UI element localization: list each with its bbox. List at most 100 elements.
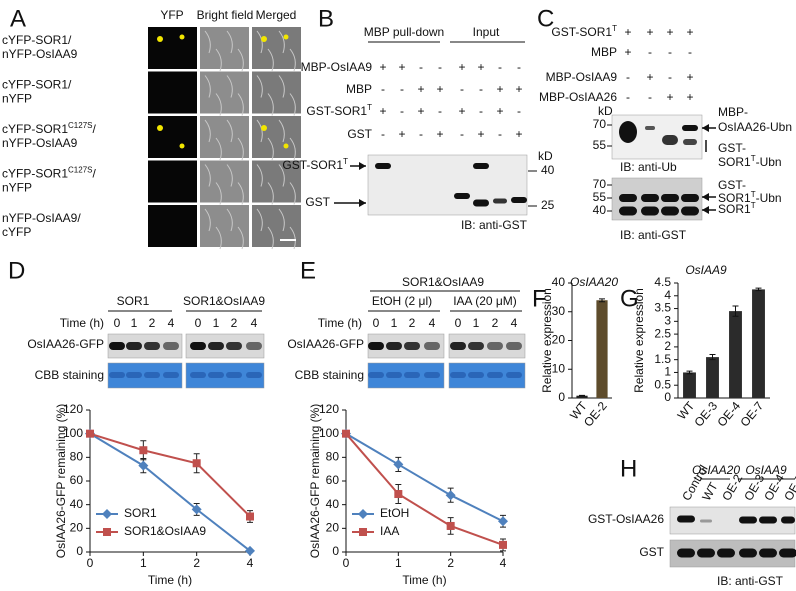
row-label: cYFP-SOR1/ (2, 78, 72, 92)
sign: + (417, 104, 424, 118)
blot-band (619, 121, 637, 143)
panel-label: B (318, 5, 334, 32)
blot-band (424, 372, 440, 378)
sign: + (624, 45, 631, 59)
row-label: cYFP (2, 225, 31, 239)
group-header: OsIAA9 (745, 463, 787, 477)
blot-band (641, 206, 659, 216)
blot-label: GST-OsIAA26 (588, 512, 664, 526)
y-tick-label: 60 (326, 473, 340, 487)
y-tick-label: 120 (63, 402, 83, 416)
sign: - (626, 70, 630, 84)
blot-band (779, 548, 796, 558)
blot-band (473, 199, 489, 207)
x-axis-label: Time (h) (402, 573, 446, 587)
marker-label: 70 (593, 177, 607, 191)
cell-outline (204, 30, 211, 54)
bar (683, 372, 696, 398)
y-tick-label: 3 (664, 314, 671, 328)
blot-band (759, 516, 777, 524)
y-axis-label: OsIAA26-GFP remaining (%) (54, 404, 68, 559)
micrograph (148, 116, 197, 158)
blot-band (700, 519, 712, 523)
sign: - (626, 90, 630, 104)
y-tick-label: 30 (552, 304, 566, 318)
sign: + (398, 60, 405, 74)
cell-outline (267, 48, 274, 72)
row-label-part: cYFP-SOR1/ (2, 78, 72, 92)
y-tick-label: 0 (558, 390, 565, 404)
sign: + (398, 127, 405, 141)
micrograph (252, 160, 301, 203)
blot-band (368, 342, 384, 350)
time-tick: 0 (114, 316, 121, 330)
blot-label: CBB staining (295, 368, 364, 382)
y-tick-label: 0 (664, 390, 671, 404)
blot-band (368, 372, 384, 378)
sign: + (379, 104, 386, 118)
micrograph (148, 205, 197, 247)
cell-outline (215, 226, 222, 250)
data-point (499, 540, 507, 549)
y-tick-label: 1.5 (654, 352, 671, 366)
y-tick-label: 40 (552, 275, 566, 289)
blot-band (375, 163, 391, 169)
band-label: SOR1T-Ubn (718, 154, 782, 170)
blot-band (208, 372, 224, 378)
row-label: cYFP-SOR1/ (2, 33, 72, 47)
band-label-part: GST-SOR1 (282, 158, 343, 172)
blot-band (144, 342, 160, 350)
y-tick-label: 40 (70, 497, 84, 511)
blot (367, 154, 528, 216)
row-label-part: nYFP (2, 181, 32, 195)
row-label-part: MBP-OsIAA9 (546, 70, 618, 84)
band-label-part: -Ubn (756, 155, 782, 169)
blot-band (450, 372, 466, 378)
cell-outline (226, 119, 233, 143)
cell-outline (278, 208, 285, 232)
blot-band (208, 342, 224, 350)
data-point (446, 521, 455, 530)
group-header: IAA (20 μM) (453, 294, 517, 308)
x-tick-label: OE-3 (691, 399, 720, 430)
cell-outline (278, 119, 285, 143)
x-tick-label: 2 (193, 556, 200, 570)
sign: - (517, 60, 521, 74)
y-tick-label: 20 (552, 333, 566, 347)
time-tick: 4 (511, 316, 518, 330)
yfp-signal (261, 125, 267, 131)
micrograph (252, 27, 301, 69)
cell-outline (215, 137, 222, 161)
row-label: nYFP (2, 92, 32, 106)
y-axis-label: Relative expression (632, 288, 646, 393)
cell-outline (237, 48, 244, 72)
sign: - (648, 45, 652, 59)
y-tick-label: 3.5 (654, 301, 671, 315)
cell-outline (289, 137, 296, 161)
blot-band (126, 342, 142, 350)
y-axis-label: OsIAA26-GFP remaining (%) (308, 404, 322, 559)
unit-label: kD (538, 149, 553, 163)
sign: + (379, 60, 386, 74)
row-label: nYFP-OsIAA9/ (2, 211, 81, 225)
data-line (89, 432, 251, 518)
sign: + (515, 127, 522, 141)
error-cap (500, 514, 506, 528)
sign: + (496, 104, 503, 118)
band-label: GST (305, 195, 330, 209)
y-tick-label: 0 (76, 544, 83, 558)
y-tick-label: 20 (70, 521, 84, 535)
x-tick-label: OE-4 (714, 399, 743, 430)
blot-band (619, 194, 637, 202)
unit-label: kD (598, 104, 613, 118)
marker-label: 40 (541, 163, 555, 177)
time-tick: 2 (149, 316, 156, 330)
blot-band (682, 125, 698, 131)
band-label-part: T (343, 157, 348, 166)
cell-outline (256, 30, 263, 54)
blot-band (109, 372, 125, 378)
time-tick: 1 (131, 316, 138, 330)
data-line (89, 432, 251, 552)
sign: + (686, 90, 693, 104)
